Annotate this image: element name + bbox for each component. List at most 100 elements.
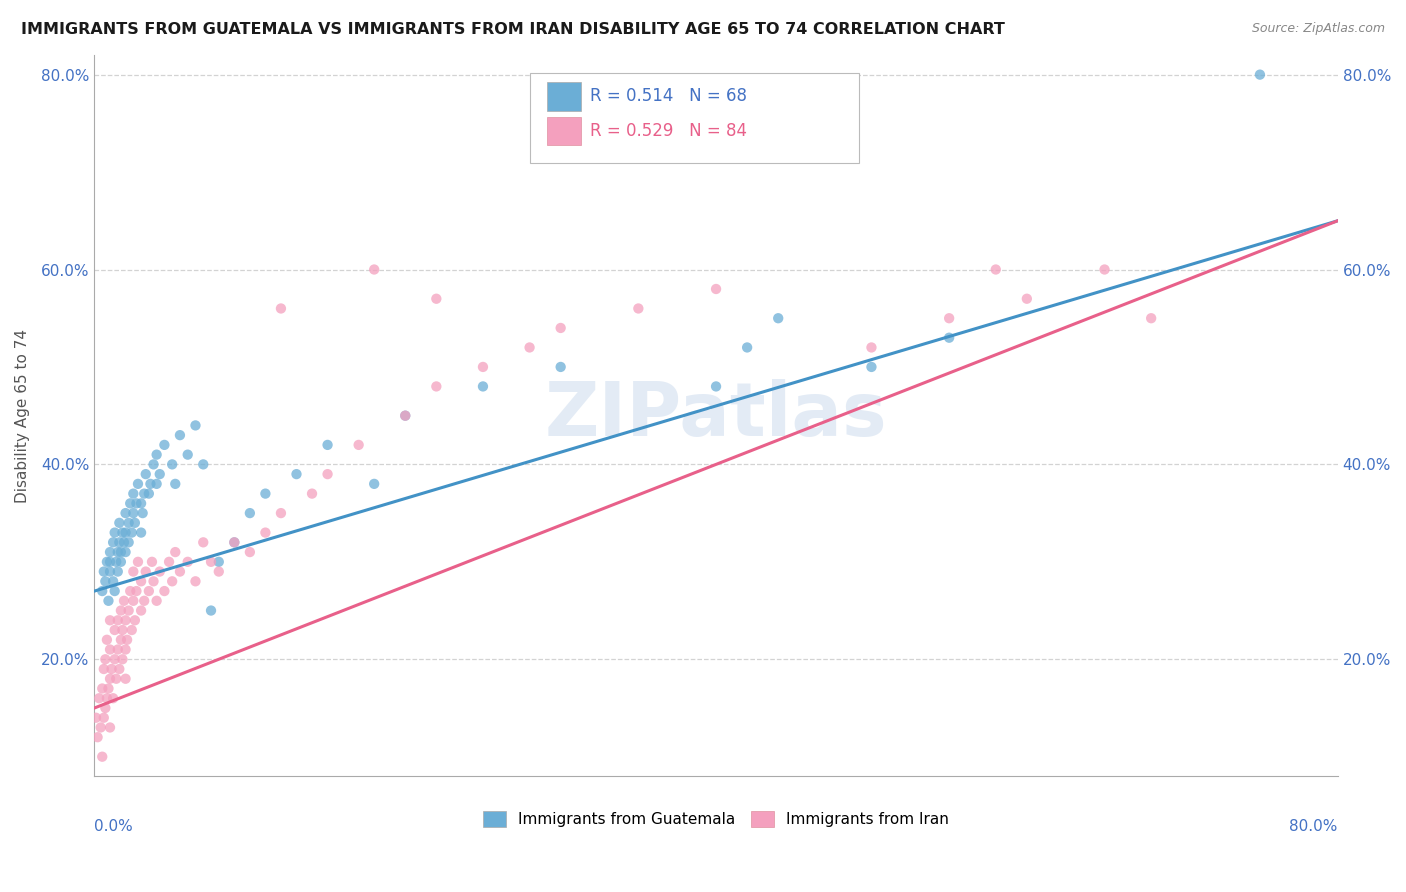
- Point: [101, 691, 124, 706]
- Point: [134, 594, 156, 608]
- Point: [104, 525, 127, 540]
- Point: [193, 535, 215, 549]
- Point: [184, 418, 207, 433]
- Point: [200, 555, 222, 569]
- Point: [118, 535, 141, 549]
- Point: [138, 486, 160, 500]
- Point: [107, 565, 129, 579]
- Point: [114, 545, 136, 559]
- Point: [472, 379, 495, 393]
- Point: [254, 486, 277, 500]
- Point: [91, 584, 114, 599]
- Point: [94, 701, 117, 715]
- Point: [129, 603, 152, 617]
- Point: [100, 662, 122, 676]
- Point: [1140, 311, 1163, 326]
- Point: [938, 311, 960, 326]
- Point: [208, 555, 231, 569]
- Point: [98, 555, 121, 569]
- Text: R = 0.514   N = 68: R = 0.514 N = 68: [591, 87, 748, 105]
- Point: [129, 525, 152, 540]
- Point: [111, 623, 134, 637]
- Point: [105, 555, 128, 569]
- Point: [735, 341, 758, 355]
- Point: [285, 467, 308, 482]
- Point: [108, 535, 131, 549]
- Point: [157, 555, 180, 569]
- Point: [127, 476, 149, 491]
- Point: [104, 652, 127, 666]
- Point: [114, 525, 136, 540]
- Point: [118, 603, 141, 617]
- Point: [86, 730, 108, 744]
- Point: [200, 603, 222, 617]
- FancyBboxPatch shape: [547, 82, 581, 111]
- Point: [84, 711, 107, 725]
- Point: [121, 623, 143, 637]
- Point: [94, 574, 117, 589]
- Point: [1249, 68, 1271, 82]
- Point: [107, 613, 129, 627]
- Point: [112, 594, 135, 608]
- Point: [169, 428, 191, 442]
- Point: [91, 749, 114, 764]
- Point: [142, 574, 165, 589]
- Point: [860, 341, 883, 355]
- Point: [107, 545, 129, 559]
- Point: [239, 545, 262, 559]
- Point: [938, 331, 960, 345]
- Point: [122, 486, 145, 500]
- Point: [160, 458, 183, 472]
- Point: [96, 632, 118, 647]
- Point: [550, 359, 572, 374]
- Point: [114, 506, 136, 520]
- Point: [93, 662, 115, 676]
- Point: [120, 584, 142, 599]
- Point: [129, 574, 152, 589]
- Point: [160, 574, 183, 589]
- Point: [239, 506, 262, 520]
- Point: [254, 525, 277, 540]
- Point: [208, 565, 231, 579]
- FancyBboxPatch shape: [547, 117, 581, 145]
- Point: [111, 652, 134, 666]
- Point: [93, 565, 115, 579]
- Point: [107, 642, 129, 657]
- Point: [101, 535, 124, 549]
- Point: [519, 341, 541, 355]
- Point: [766, 311, 789, 326]
- Legend: Immigrants from Guatemala, Immigrants from Iran: Immigrants from Guatemala, Immigrants fr…: [477, 805, 955, 833]
- Point: [177, 448, 200, 462]
- Point: [101, 574, 124, 589]
- Point: [98, 565, 121, 579]
- Point: [394, 409, 416, 423]
- Text: ZIPatlas: ZIPatlas: [544, 379, 887, 452]
- Point: [114, 672, 136, 686]
- Point: [124, 516, 146, 530]
- Point: [169, 565, 191, 579]
- Point: [98, 545, 121, 559]
- Point: [145, 448, 167, 462]
- Point: [125, 584, 148, 599]
- Point: [193, 458, 215, 472]
- Point: [110, 632, 132, 647]
- Point: [165, 476, 187, 491]
- Point: [153, 584, 176, 599]
- Point: [270, 301, 292, 316]
- Point: [90, 721, 112, 735]
- Point: [122, 594, 145, 608]
- Point: [135, 565, 157, 579]
- Point: [120, 496, 142, 510]
- Point: [425, 292, 447, 306]
- Point: [704, 282, 727, 296]
- Point: [984, 262, 1007, 277]
- Point: [94, 652, 117, 666]
- Point: [142, 458, 165, 472]
- Point: [125, 496, 148, 510]
- Text: R = 0.529   N = 84: R = 0.529 N = 84: [591, 122, 748, 140]
- Point: [89, 691, 111, 706]
- Point: [112, 535, 135, 549]
- Point: [97, 594, 120, 608]
- Point: [224, 535, 246, 549]
- Point: [121, 525, 143, 540]
